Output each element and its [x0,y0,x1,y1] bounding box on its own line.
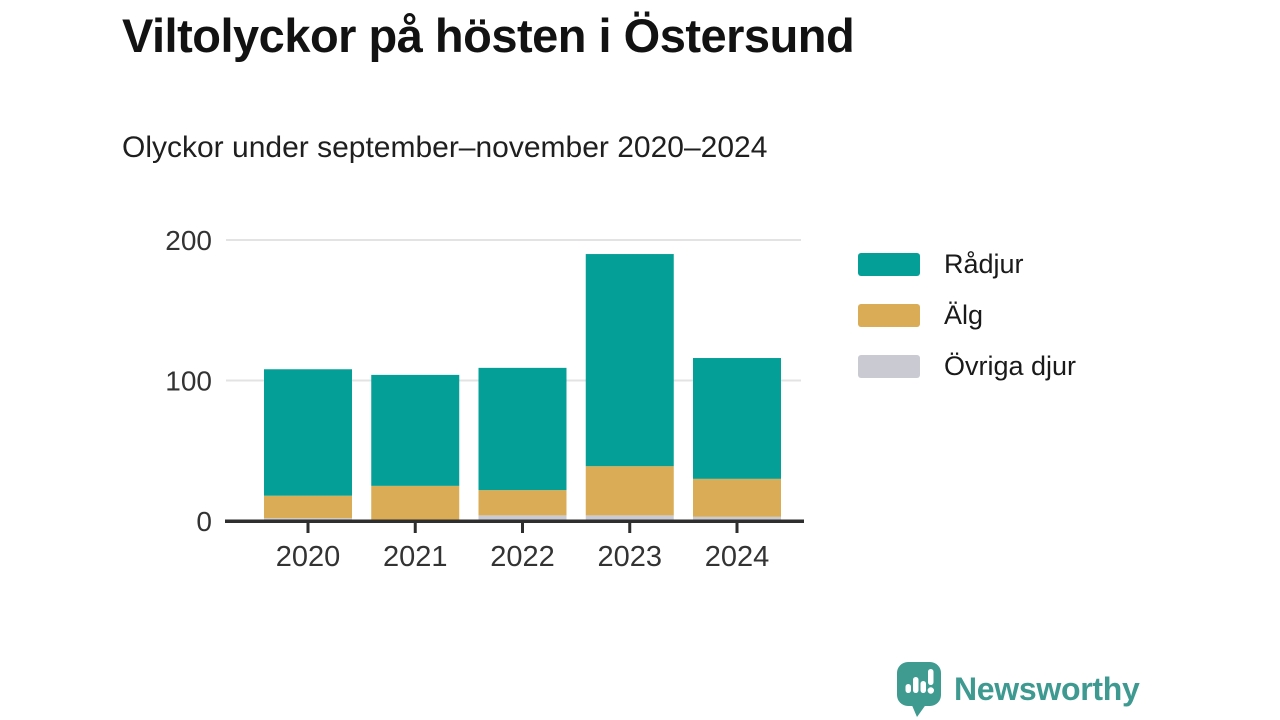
bar-segment [693,516,781,521]
x-tick-label-2022: 2022 [490,541,555,573]
legend-swatch-ovriga-djur [858,355,920,378]
x-tick-mark [735,523,739,533]
bar-segment [371,485,460,520]
bar-segment [478,490,567,516]
chart-legend: Rådjur Älg Övriga djur [858,249,1076,382]
legend-item-ovriga-djur: Övriga djur [858,351,1076,382]
brand-footer: Newsworthy [896,661,1140,718]
legend-label: Älg [944,300,984,330]
x-tick-label-2021: 2021 [383,541,448,573]
legend-item-radjur: Rådjur [858,249,1076,280]
x-tick-mark [521,523,524,533]
bar-segment [693,478,781,517]
legend-label: Övriga djur [944,351,1077,381]
page-subtitle: Olyckor under september–november 2020–20… [122,131,768,164]
y-tick-label-100: 100 [165,366,212,397]
bar-segment [371,374,460,486]
bar-segment [585,515,674,521]
x-axis-line [225,519,804,523]
legend-label: Rådjur [944,249,1024,279]
legend-item-alg: Älg [858,300,1076,331]
bar-segment [264,495,352,519]
bar-segment [478,367,567,491]
x-tick-mark [306,523,310,533]
newsworthy-wordmark: Newsworthy [954,671,1140,707]
y-tick-label-200: 200 [165,225,212,256]
y-tick-label-0: 0 [196,506,212,537]
bar-segment [264,369,352,496]
bar-segment [693,358,781,479]
page-title: Viltolyckor på hösten i Östersund [122,9,855,62]
x-tick-mark [413,523,417,533]
bar-segment [478,515,567,521]
gridline-200 [226,239,801,241]
newsworthy-logo-icon [897,662,941,717]
x-tick-label-2023: 2023 [597,541,662,573]
bar-segment [585,254,674,467]
x-tick-label-2020: 2020 [276,541,341,573]
x-tick-label-2024: 2024 [705,541,770,573]
bar-segment [585,466,674,516]
legend-swatch-alg [858,304,920,327]
x-tick-mark [628,523,632,533]
legend-swatch-radjur [858,253,920,276]
